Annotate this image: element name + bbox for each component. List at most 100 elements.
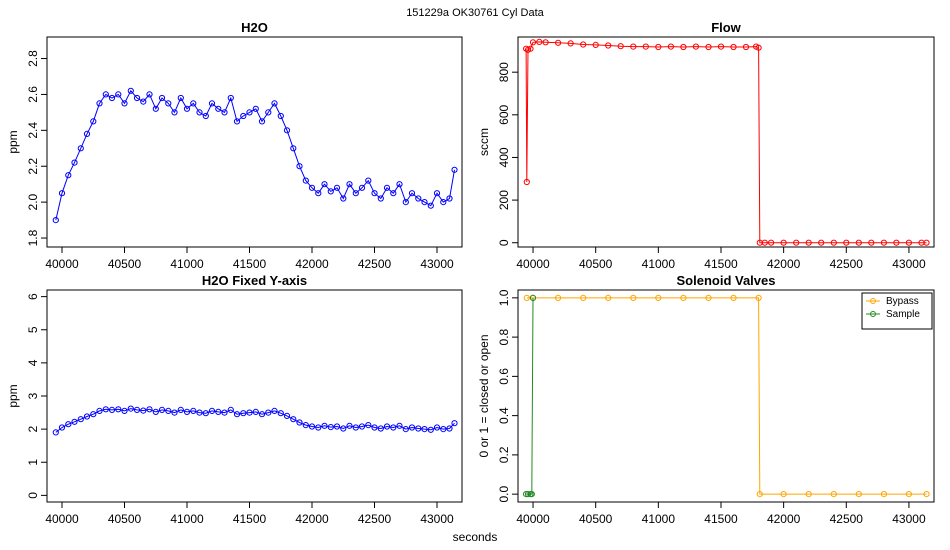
data-point [805, 239, 812, 246]
data-point [221, 109, 228, 116]
data-point [524, 491, 532, 498]
data-point [655, 43, 662, 51]
data-point [377, 425, 384, 432]
x-tick-label: 40000 [45, 512, 79, 526]
data-point [127, 405, 134, 412]
data-point [655, 294, 662, 301]
data-point [277, 112, 284, 120]
x-tick-label: 40500 [108, 257, 142, 271]
data-point [555, 39, 562, 46]
y-tick-label: 0.8 [497, 328, 511, 345]
data-point [667, 43, 675, 50]
data-point [855, 491, 862, 498]
plot-frame [46, 289, 463, 503]
data-point [177, 94, 184, 102]
data-point [215, 105, 222, 112]
data-point [793, 239, 800, 246]
data-point [258, 118, 266, 125]
data-point [115, 91, 122, 98]
data-point [680, 43, 687, 51]
data-point [96, 100, 103, 107]
data-point [308, 184, 316, 191]
data-point [190, 100, 197, 107]
data-point [605, 42, 612, 49]
data-point [527, 45, 534, 52]
x-tick-label: 41000 [170, 512, 204, 526]
x-tick-label: 42500 [358, 257, 392, 271]
y-tick-label: 0.6 [497, 368, 511, 385]
data-point [630, 43, 637, 50]
data-point [730, 43, 737, 51]
data-point [346, 422, 353, 429]
data-point [742, 43, 750, 51]
series-line [55, 408, 455, 433]
data-point [396, 422, 403, 429]
y-tick-label: 5 [26, 326, 40, 333]
data-point [146, 406, 153, 413]
data-point [77, 416, 84, 423]
x-tick-label: 42000 [295, 257, 329, 271]
data-point [90, 411, 97, 418]
data-point [152, 408, 159, 415]
data-point [208, 407, 216, 414]
y-axis-label: ppm [6, 384, 20, 407]
data-point [165, 407, 172, 414]
data-point [152, 105, 159, 112]
legend-label: Sample [886, 309, 920, 320]
data-point [390, 190, 397, 197]
data-point [340, 195, 347, 202]
data-point [171, 109, 178, 116]
data-point [855, 239, 862, 246]
x-tick-label: 41500 [233, 257, 267, 271]
data-point [567, 40, 574, 47]
data-point [296, 163, 303, 170]
data-point [140, 98, 147, 105]
y-axis-label: 0 or 1 = closed or open [477, 334, 491, 457]
x-tick-label: 43000 [420, 512, 454, 526]
panel-title: Flow [711, 20, 741, 35]
y-tick-label: 800 [497, 62, 511, 82]
data-point [227, 406, 234, 413]
data-point [246, 109, 253, 116]
shared-x-axis-label: seconds [453, 530, 498, 544]
data-point [65, 172, 72, 179]
data-point [215, 408, 222, 415]
x-tick-label: 43000 [892, 512, 926, 526]
data-point [390, 424, 397, 431]
data-point [408, 424, 416, 431]
data-point [755, 44, 762, 51]
data-point [408, 190, 416, 197]
plot-frame [46, 36, 463, 248]
data-point [327, 188, 334, 195]
y-tick-label: 1.0 [497, 289, 511, 306]
x-tick-label: 40000 [45, 257, 79, 271]
x-tick-label: 43000 [892, 257, 926, 271]
data-point [121, 407, 128, 414]
data-point [121, 100, 128, 107]
data-point [271, 100, 278, 107]
x-tick-label: 43000 [420, 257, 454, 271]
data-point [371, 190, 378, 197]
panel-title: Solenoid Valves [677, 273, 776, 288]
y-tick-label: 2.4 [26, 122, 40, 139]
data-point [196, 109, 203, 116]
data-point [146, 91, 153, 98]
data-point [630, 294, 637, 301]
data-point [65, 421, 72, 428]
panel-solenoid: Solenoid Valves 40000 40500 41000 41500 42000… [477, 273, 935, 526]
figure-suptitle: 151229a OK30761 Cyl Data [406, 7, 544, 19]
y-tick-label: 0.4 [497, 407, 511, 424]
data-point [421, 426, 428, 433]
data-point [315, 190, 322, 197]
data-point [451, 166, 458, 173]
series-line [525, 41, 927, 244]
data-point [83, 413, 91, 420]
x-tick-label: 42000 [767, 257, 801, 271]
data-point [529, 39, 537, 46]
data-point [415, 425, 422, 432]
data-point [358, 423, 366, 430]
plot-frame [517, 289, 935, 503]
y-tick-label: 2.6 [26, 86, 40, 103]
data-point [642, 43, 649, 50]
data-point [352, 424, 359, 431]
